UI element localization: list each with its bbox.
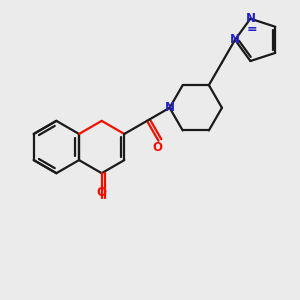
Text: N: N	[230, 33, 240, 46]
Text: N: N	[245, 12, 255, 25]
Text: O: O	[152, 141, 162, 154]
Text: O: O	[97, 186, 107, 199]
Text: =: =	[247, 22, 257, 36]
Text: N: N	[165, 101, 175, 114]
